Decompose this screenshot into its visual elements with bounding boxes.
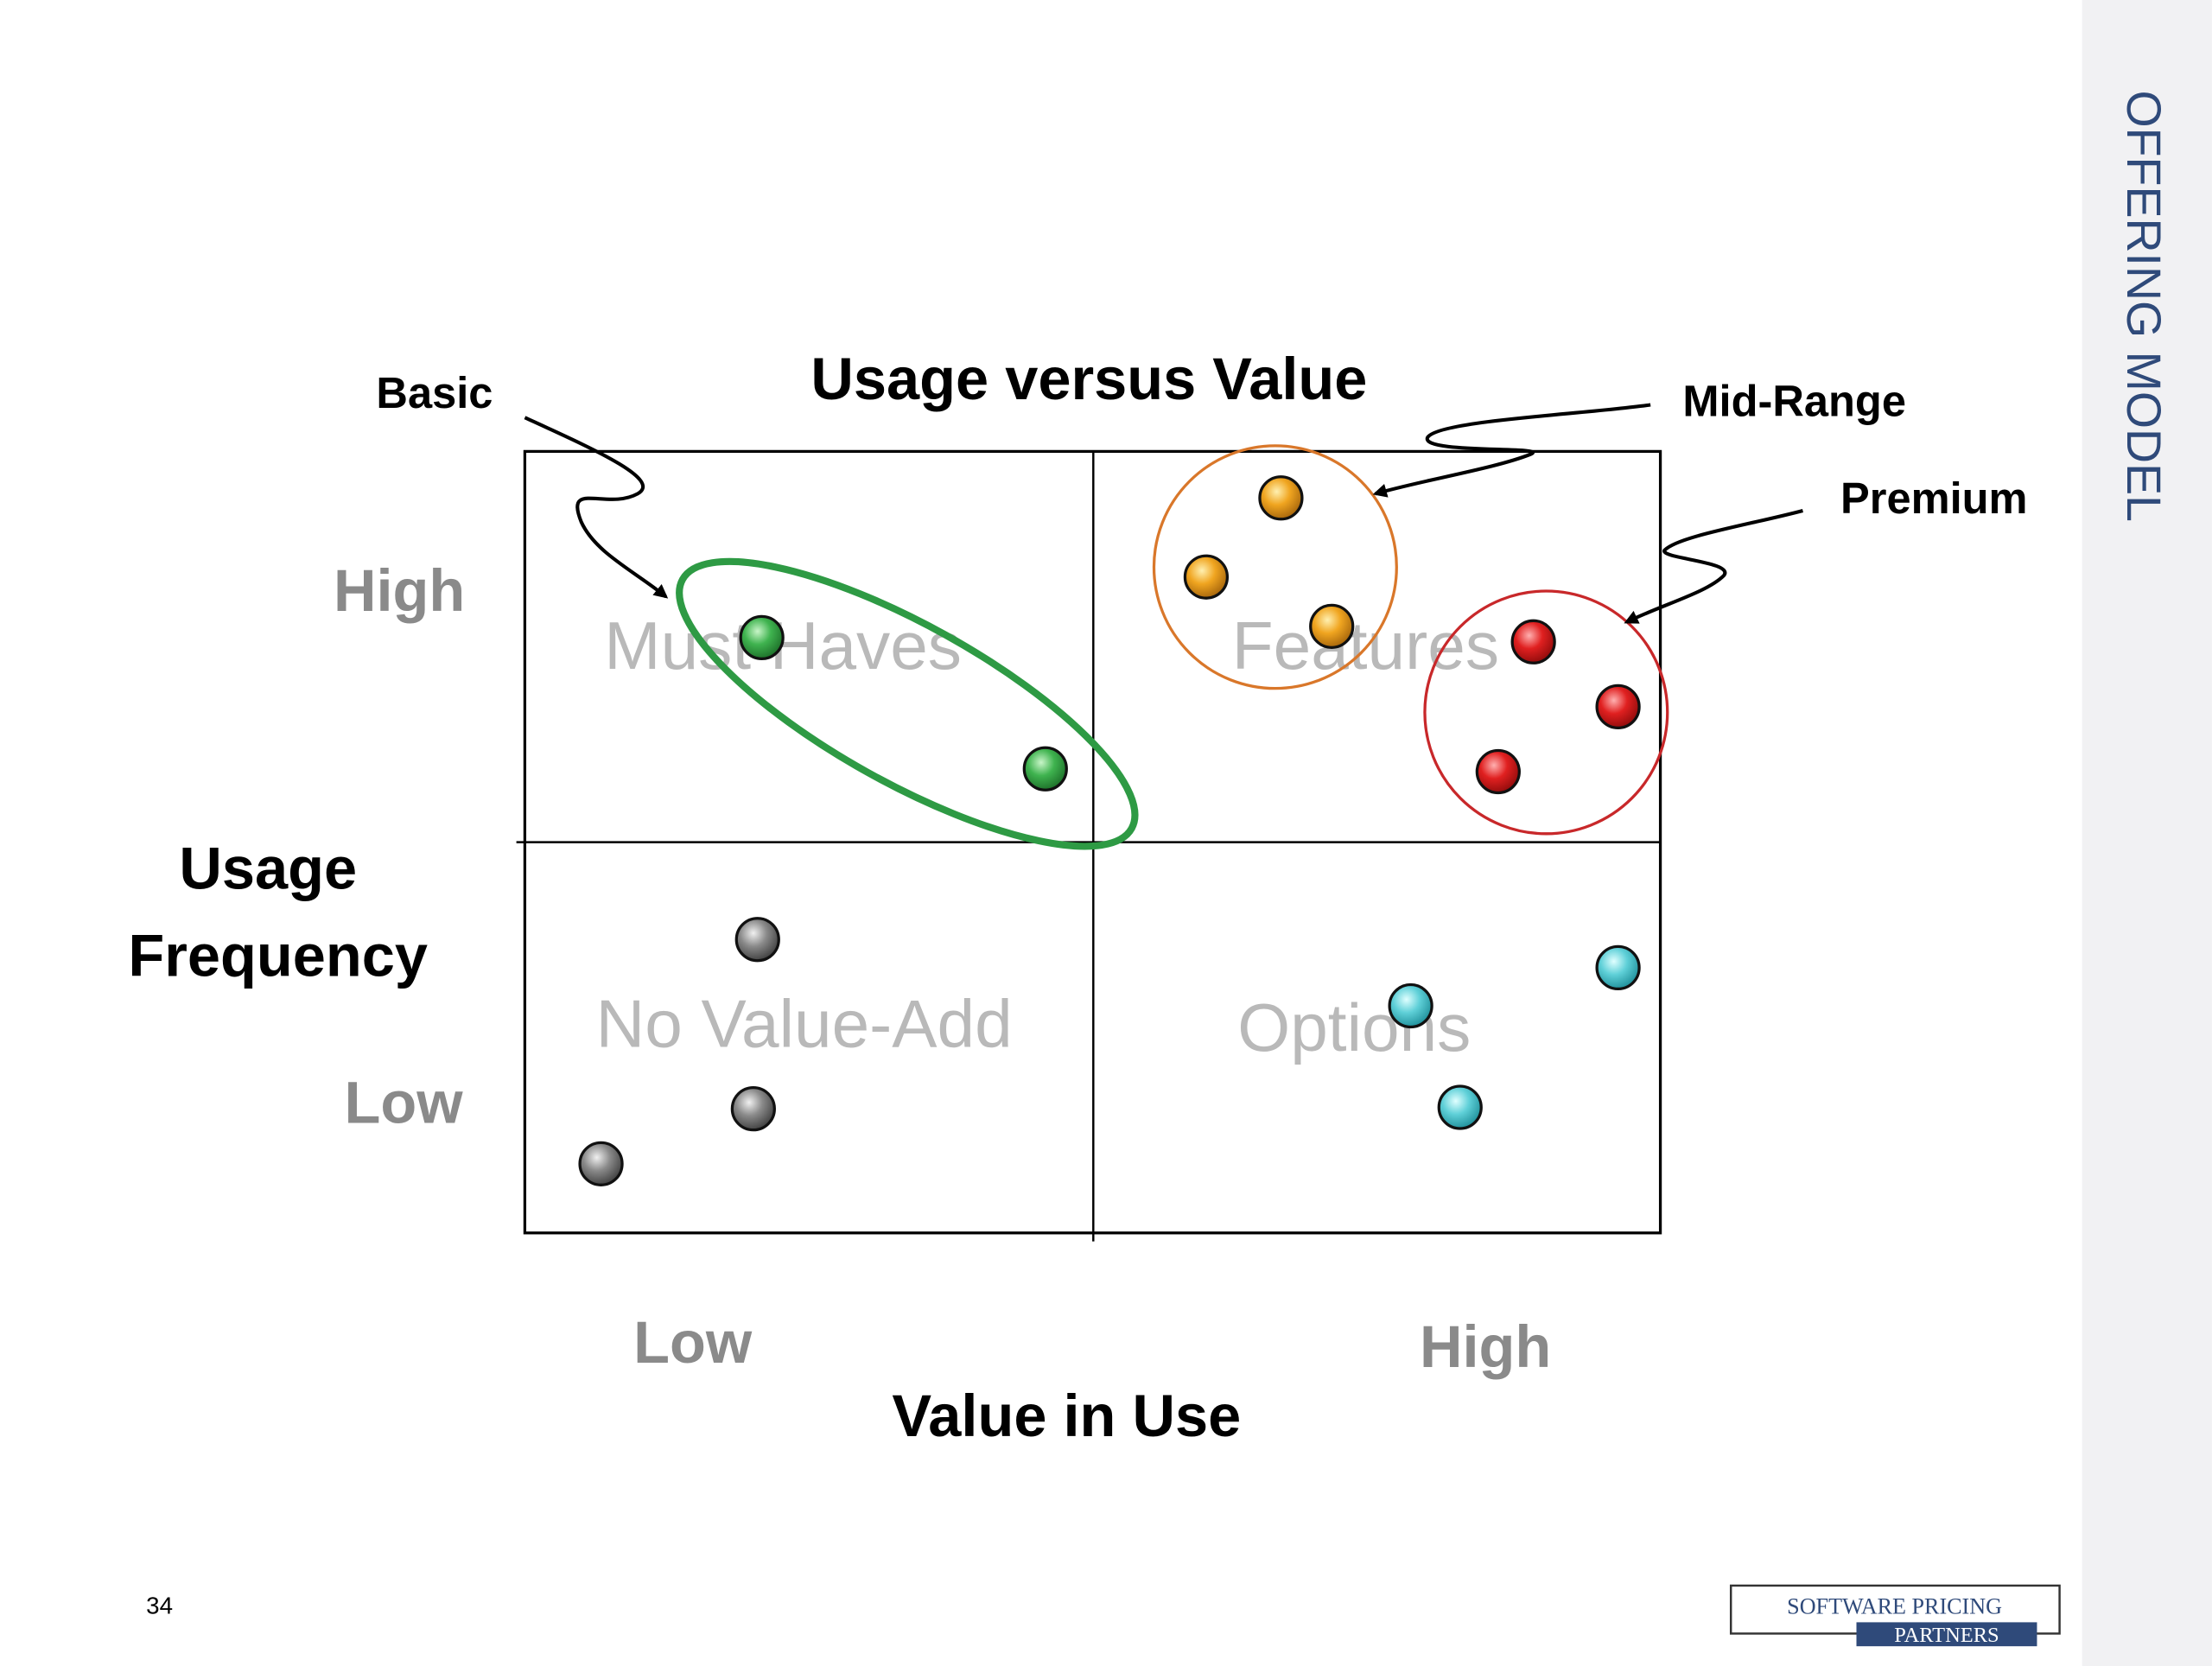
callout-label: Mid-Range bbox=[1682, 377, 1906, 426]
quadrant-label: No Value-Add bbox=[596, 985, 1013, 1061]
y-tick-label: High bbox=[334, 557, 465, 624]
x-axis-title: Value in Use bbox=[892, 1383, 1241, 1449]
page-number: 34 bbox=[146, 1593, 173, 1619]
feature-dots bbox=[578, 475, 1641, 1186]
side-panel bbox=[2082, 0, 2212, 1666]
mid-range-group bbox=[1152, 444, 1398, 690]
side-title: Offering Model bbox=[2117, 90, 2171, 522]
premium-group bbox=[1423, 589, 1669, 836]
x-tick-label: High bbox=[1420, 1313, 1551, 1380]
x-tick-label: Low bbox=[633, 1309, 753, 1376]
y-tick-label: Low bbox=[344, 1069, 463, 1135]
callout-label: Premium bbox=[1840, 474, 2028, 523]
callout-label: Basic bbox=[376, 368, 493, 417]
quadrant-label: Options bbox=[1237, 989, 1471, 1065]
callout-arrows bbox=[524, 403, 1803, 624]
logo-text: PARTNERS bbox=[1894, 1624, 1999, 1647]
logo-text: SOFTWARE PRICING bbox=[1787, 1594, 2002, 1619]
diagram-title: Usage versus Value bbox=[810, 346, 1367, 412]
logo: SOFTWARE PRICING PARTNERS bbox=[1729, 1584, 2061, 1647]
quadrant-label: Features bbox=[1232, 607, 1499, 684]
y-axis-title: Usage bbox=[179, 835, 357, 901]
y-axis-title: Frequency bbox=[128, 923, 428, 989]
basic-group bbox=[676, 557, 1139, 850]
